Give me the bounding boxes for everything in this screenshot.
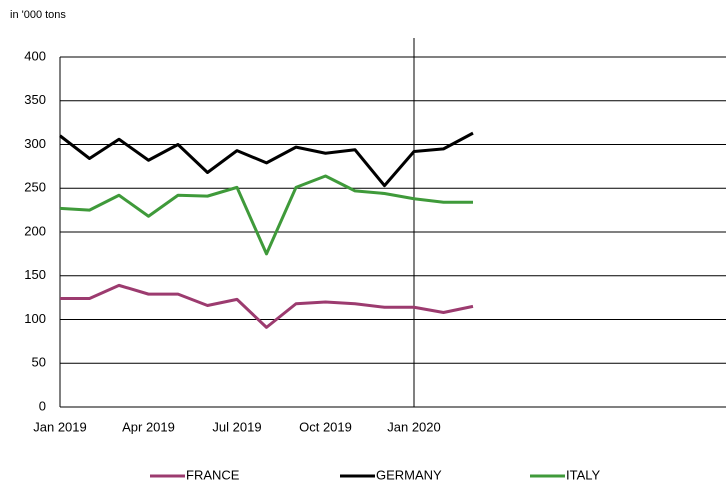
y-tick-label: 400 [24, 48, 46, 63]
series-line [59, 131, 474, 188]
x-tick-label: Jan 2019 [33, 419, 87, 434]
y-tick-label: 250 [24, 180, 46, 195]
legend-label: GERMANY [376, 467, 442, 482]
y-tick-label: 150 [24, 267, 46, 282]
y-tick-label: 350 [24, 92, 46, 107]
x-tick-label: Oct 2019 [299, 419, 352, 434]
y-tick-label: 200 [24, 223, 46, 238]
series-line [60, 283, 474, 329]
unit-label: in '000 tons [10, 9, 66, 21]
x-tick-label: Apr 2019 [122, 419, 175, 434]
legend-label: ITALY [566, 467, 601, 482]
x-tick-label: Jan 2020 [387, 419, 441, 434]
y-tick-label: 50 [32, 355, 46, 370]
x-tick-label: Jul 2019 [212, 419, 261, 434]
series-line [59, 174, 473, 256]
y-tick-label: 300 [24, 136, 46, 151]
y-tick-label: 0 [39, 398, 46, 413]
y-tick-label: 100 [24, 311, 46, 326]
legend-label: FRANCE [186, 467, 240, 482]
